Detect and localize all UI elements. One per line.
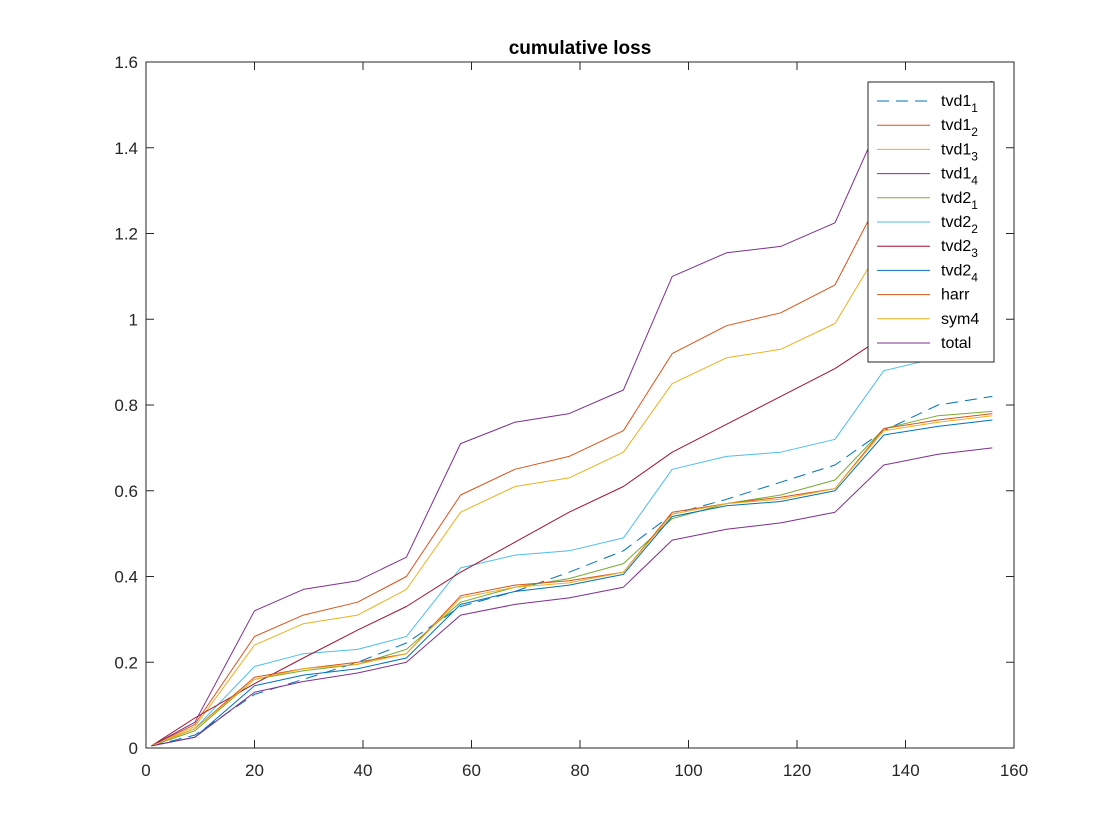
legend-item[interactable]: total: [877, 335, 971, 352]
y-tick-label: 0.8: [114, 396, 138, 415]
y-tick-label: 1.2: [114, 225, 138, 244]
y-tick-label: 1.6: [114, 53, 138, 72]
legend-item[interactable]: sym4: [877, 311, 979, 328]
legend-item[interactable]: tvd23: [877, 238, 978, 260]
legend-label: tvd23: [941, 238, 978, 260]
series-line-tvd24: [151, 419, 993, 747]
x-tick-label: 100: [674, 761, 702, 780]
legend-label: tvd14: [941, 166, 978, 188]
legend-item[interactable]: tvd24: [877, 262, 978, 284]
legend-label-subscript: 2: [971, 125, 978, 139]
x-axis-ticks: 0 20 40 60 80 100 120 140 160: [141, 62, 1028, 780]
legend-label-subscript: 1: [971, 198, 978, 212]
legend-label: tvd21: [941, 190, 978, 212]
legend-item[interactable]: tvd14: [877, 166, 978, 188]
y-axis-ticks: 0 0.2 0.4 0.6 0.8 1 1.2 1.4 1.6: [114, 53, 1014, 758]
legend-label-subscript: 1: [971, 101, 978, 115]
y-tick-label: 0: [129, 739, 138, 758]
plot-area: 0 20 40 60 80 100 120 140 160 0 0.2 0.4 0.6 0.8 1 1.2 1…: [114, 53, 1028, 780]
series-line-tvd11: [151, 395, 993, 747]
series-line-tvd12: [151, 164, 993, 747]
legend-label-subscript: 4: [971, 270, 978, 284]
legend-label: harr: [941, 287, 970, 304]
legend-label: tvd12: [941, 117, 978, 139]
legend-label: tvd13: [941, 141, 978, 163]
y-tick-label: 0.2: [114, 653, 138, 672]
legend-label-subscript: 2: [971, 222, 978, 236]
x-tick-label: 160: [1000, 761, 1028, 780]
series-line-tvd23: [151, 275, 993, 747]
y-tick-label: 0.4: [114, 568, 138, 587]
series-line-tvd21: [151, 410, 993, 747]
series-line-tvd22: [151, 348, 993, 747]
legend-item[interactable]: tvd12: [877, 117, 978, 139]
series-line-total: [151, 447, 993, 747]
legend-item[interactable]: tvd21: [877, 190, 978, 212]
legend-item[interactable]: tvd13: [877, 141, 978, 163]
series-line-tvd13: [151, 215, 993, 747]
legend-label: tvd22: [941, 214, 978, 236]
x-tick-label: 0: [141, 761, 150, 780]
series-line-sym4: [151, 415, 993, 747]
y-tick-label: 0.6: [114, 482, 138, 501]
series-line-tvd14: [151, 80, 993, 747]
x-tick-label: 20: [245, 761, 264, 780]
legend-label: tvd11: [941, 93, 978, 115]
x-tick-label: 60: [462, 761, 481, 780]
legend-item[interactable]: tvd22: [877, 214, 978, 236]
y-tick-label: 1: [129, 310, 138, 329]
y-tick-label: 1.4: [114, 139, 138, 158]
legend-item[interactable]: tvd11: [877, 93, 978, 115]
legend-label-subscript: 4: [971, 174, 978, 188]
legend-label: tvd24: [941, 262, 978, 284]
legend-item[interactable]: harr: [877, 287, 970, 304]
legend-label-subscript: 3: [971, 149, 978, 163]
legend-label-subscript: 3: [971, 246, 978, 260]
x-tick-label: 40: [354, 761, 373, 780]
legend-label: sym4: [941, 311, 979, 328]
x-tick-label: 140: [891, 761, 919, 780]
x-tick-label: 120: [783, 761, 811, 780]
legend-label: total: [941, 335, 971, 352]
x-tick-label: 80: [571, 761, 590, 780]
series-layer: [151, 80, 993, 747]
chart-title: cumulative loss: [509, 38, 652, 59]
